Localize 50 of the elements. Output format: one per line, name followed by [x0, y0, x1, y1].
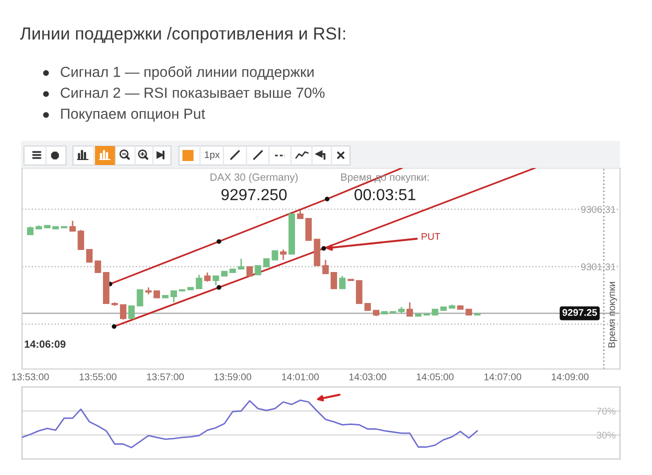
y-tick-label: 70% [596, 408, 616, 415]
y-tick-label: 9306.31 [581, 206, 616, 213]
x-tick-label: 13:53:00 [12, 373, 49, 380]
candlestick [272, 250, 278, 260]
annotation: PUT [422, 233, 440, 240]
x-tick-label: 13:57:00 [147, 373, 184, 380]
point [112, 324, 116, 329]
x-tick-label: 14:03:00 [349, 373, 386, 380]
chart-title: Линии поддержки /сопротивления и RSI: [20, 26, 346, 44]
text: Покупаем опцион Put [61, 108, 206, 122]
annotation: DAX 30 (Germany) [210, 173, 298, 183]
candlestick [238, 258, 244, 270]
candlestick [339, 275, 346, 290]
candlestick [280, 248, 286, 261]
candlestick [305, 218, 312, 241]
candlestick [136, 289, 144, 306]
text: Сигнал 1 — пробой линии поддержки [60, 66, 314, 80]
candlestick [86, 249, 93, 263]
x-tick-label: 14:01:00 [282, 373, 319, 380]
ref-line-label: 9297.25 [562, 309, 598, 316]
line-series [113, 168, 536, 328]
ref-line-label: Время покупки [608, 282, 618, 348]
candlestick [94, 260, 102, 274]
x-tick-label: 14:07:00 [484, 373, 522, 380]
candlestick [128, 305, 135, 319]
y-tick-label: 30% [596, 432, 616, 439]
point [324, 196, 330, 202]
candlestick [170, 290, 177, 304]
point [216, 239, 222, 244]
x-tick-label: 13:59:00 [214, 373, 252, 380]
annotation: 9297.250 [221, 188, 287, 200]
point [321, 246, 326, 251]
y-tick-label: 9301.31 [581, 263, 616, 270]
text: 1px [204, 151, 220, 160]
annotation: 14:06:09 [24, 340, 66, 348]
annotation: 00:03:51 [354, 188, 416, 200]
text: Сигнал 2 — RSI показывает выше 70% [60, 88, 325, 98]
candlestick [356, 280, 362, 304]
candlestick [204, 272, 211, 282]
candlestick [212, 275, 220, 286]
candlestick [120, 304, 126, 320]
candlestick [406, 302, 413, 317]
x-tick-label: 14:05:00 [416, 373, 454, 380]
candlestick [246, 266, 253, 276]
line-series [22, 400, 478, 448]
candlestick [196, 274, 202, 290]
x-tick-label: 14:09:00 [552, 373, 589, 380]
candlestick [254, 265, 262, 276]
point [216, 285, 222, 290]
x-tick-label: 13:55:00 [80, 373, 116, 380]
